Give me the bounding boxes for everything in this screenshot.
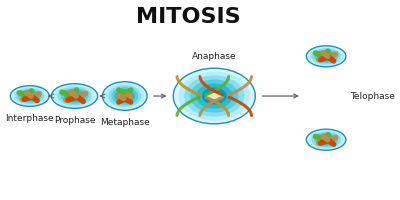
Ellipse shape [191,80,238,112]
Ellipse shape [318,135,334,144]
Ellipse shape [115,90,134,102]
Ellipse shape [315,134,338,146]
Ellipse shape [13,87,46,105]
Ellipse shape [173,68,255,124]
Ellipse shape [309,131,343,149]
Ellipse shape [27,95,32,98]
Ellipse shape [24,93,35,99]
Ellipse shape [19,90,41,102]
Text: MITOSIS: MITOSIS [136,7,240,27]
Ellipse shape [51,84,98,108]
Ellipse shape [58,87,91,105]
Text: Metaphase: Metaphase [100,118,150,127]
Ellipse shape [118,92,131,100]
Ellipse shape [106,84,144,108]
Ellipse shape [109,86,141,106]
Ellipse shape [10,86,49,106]
Ellipse shape [202,88,226,104]
Ellipse shape [55,85,94,107]
Text: Anaphase: Anaphase [192,52,236,61]
Ellipse shape [320,137,332,143]
Ellipse shape [61,89,88,103]
Ellipse shape [122,94,128,98]
Ellipse shape [323,55,329,58]
Ellipse shape [112,88,138,104]
Ellipse shape [197,84,232,108]
Ellipse shape [315,50,338,62]
Ellipse shape [306,46,346,67]
Text: Telophase: Telophase [350,92,395,101]
Ellipse shape [312,132,340,147]
Ellipse shape [185,76,244,116]
Ellipse shape [71,94,78,98]
Ellipse shape [323,138,329,141]
Ellipse shape [22,92,38,100]
Text: Interphase: Interphase [6,114,54,123]
Ellipse shape [318,52,334,61]
Ellipse shape [102,82,147,110]
Ellipse shape [179,72,250,120]
Ellipse shape [68,93,81,100]
Ellipse shape [312,49,340,64]
Ellipse shape [64,91,84,101]
Ellipse shape [320,53,332,59]
Ellipse shape [16,89,44,103]
Ellipse shape [208,92,220,100]
Ellipse shape [207,94,222,99]
Ellipse shape [306,129,346,150]
Text: Prophase: Prophase [54,116,95,125]
Ellipse shape [309,47,343,65]
